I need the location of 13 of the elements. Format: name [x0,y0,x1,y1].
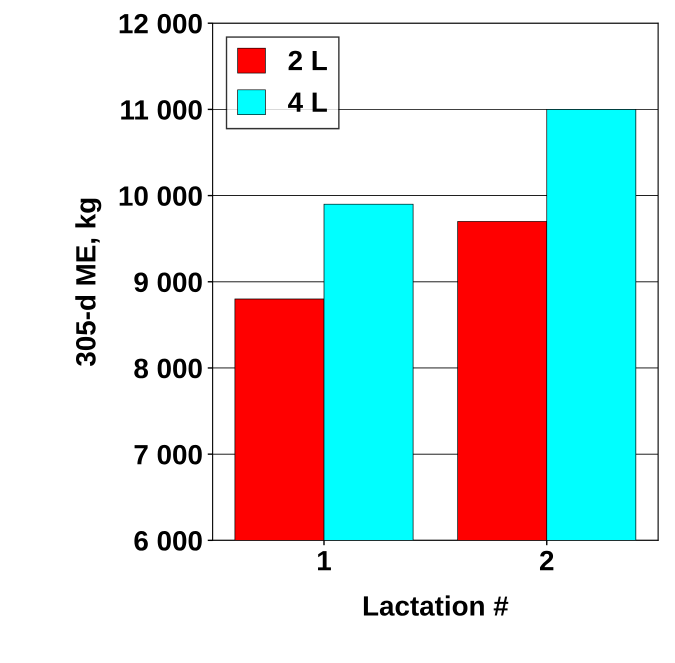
y-axis-title: 305-d ME, kg [75,198,102,366]
legend-label: 2 L [288,50,327,70]
y-tick-label: 6 000 [134,531,202,551]
y-tick-label: 11 000 [121,100,202,120]
y-tick-label: 9 000 [134,272,202,292]
x-tick-label: 1 [318,551,331,570]
x-tick-label: 2 [540,550,554,570]
y-tick-label: 10 000 [120,186,202,206]
x-axis-title: Lactation # [364,595,508,616]
y-tick-label: 7 000 [134,444,202,464]
y-tick-label: 12 000 [120,14,202,34]
y-tick-label: 8 000 [134,358,202,378]
legend-label: 4 L [288,92,327,112]
